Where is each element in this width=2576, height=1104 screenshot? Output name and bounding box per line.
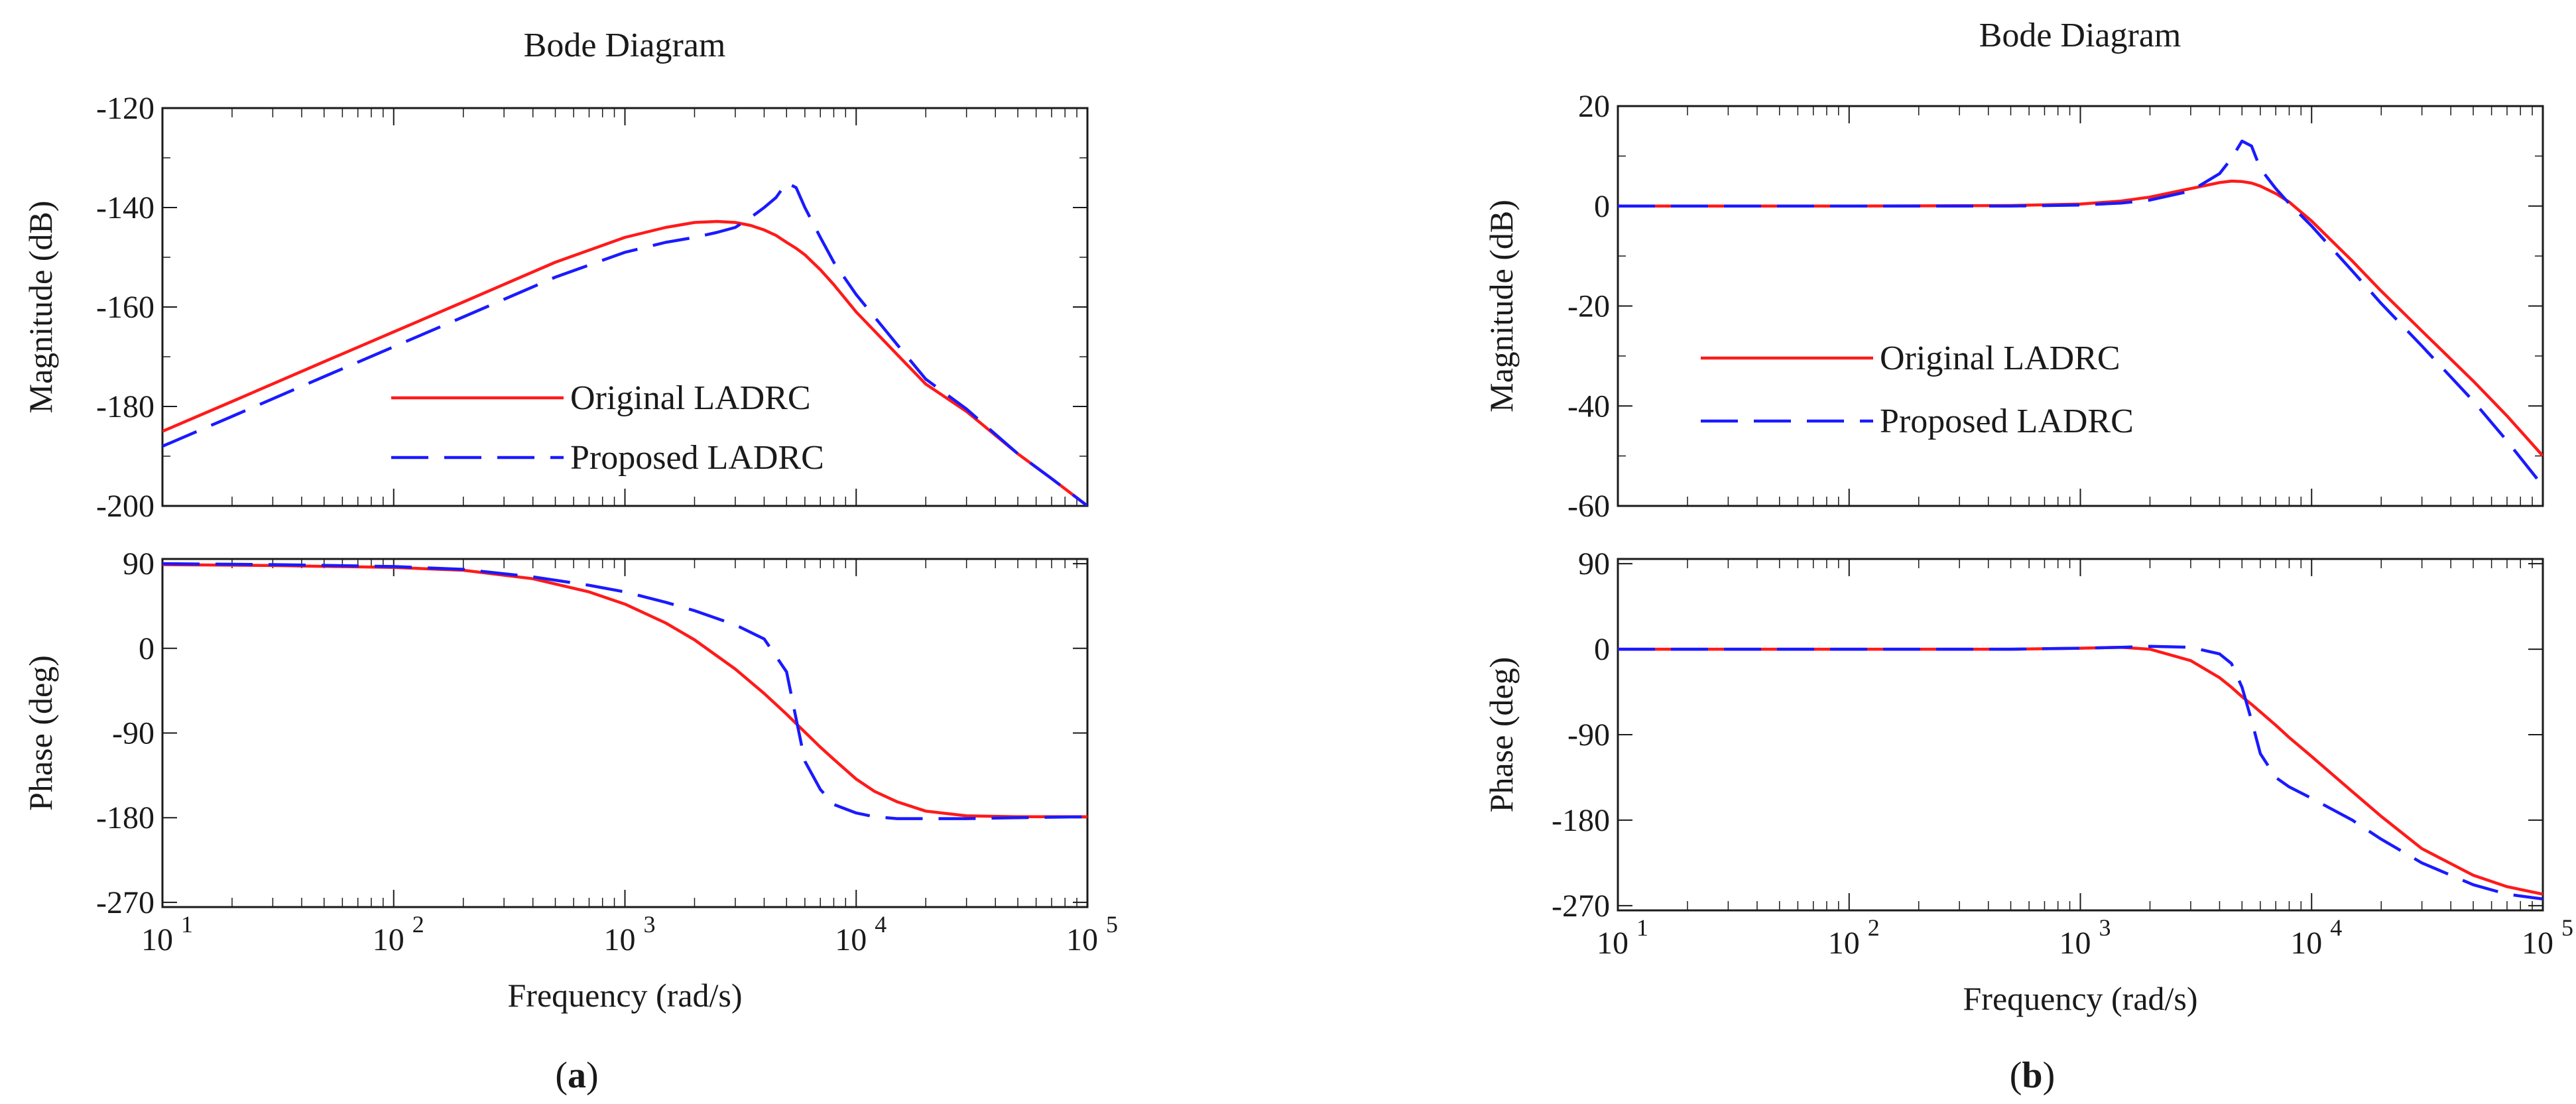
legend: Original LADRC Proposed LADRC xyxy=(1701,339,2134,440)
x-axis-title: Frequency (rad/s) xyxy=(1963,980,2197,1017)
x-tick-label-exponent: 2 xyxy=(1868,914,1880,941)
y-tick-label: 0 xyxy=(139,631,154,666)
x-tick-label-exponent: 5 xyxy=(1106,911,1118,938)
legend-label: Proposed LADRC xyxy=(1880,402,2134,440)
chart-title: Bode Diagram xyxy=(524,27,726,64)
x-tick-label-base: 10 xyxy=(1597,926,1628,961)
phase-axes-frame xyxy=(1617,558,2544,912)
x-tick-label-base: 10 xyxy=(1828,926,1860,961)
y-tick-label: -90 xyxy=(112,716,154,751)
y-tick-label: 20 xyxy=(1578,89,1610,124)
magnitude-subplot: -200 -180 -160 -140 -120 Magnitude (dB) Origin… xyxy=(22,91,1089,524)
chart-panel-a: Bode Diagram -200 -180 -160 -140 -120 Magnitud… xyxy=(22,27,1118,1096)
x-tick-label-exponent: 2 xyxy=(412,911,424,938)
x-tick-label-base: 10 xyxy=(2059,926,2091,961)
y-tick-label: -200 xyxy=(96,489,154,524)
panel-label-close: ) xyxy=(2043,1055,2055,1096)
y-tick-label: -90 xyxy=(1567,717,1610,753)
y-axis-title: Phase (deg) xyxy=(1483,657,1520,813)
x-tick-label-base: 10 xyxy=(373,922,404,957)
phase-subplot: -270 -180 -90 0 90 Phase (deg) xyxy=(22,546,1089,920)
y-tick-label: -140 xyxy=(96,190,154,225)
y-tick-label: -60 xyxy=(1567,489,1610,524)
series-line-original-ladrc xyxy=(1618,179,2543,458)
y-tick-label: -270 xyxy=(96,885,154,920)
x-axis-title: Frequency (rad/s) xyxy=(507,977,742,1014)
y-tick-label: 90 xyxy=(1578,546,1610,582)
series-line-original-ladrc xyxy=(1618,645,2543,896)
panel-label: (b) xyxy=(2010,1055,2055,1096)
x-tick-label-exponent: 4 xyxy=(875,911,887,938)
panel-label-letter: b xyxy=(2022,1055,2042,1096)
x-tick-label-base: 10 xyxy=(835,922,867,957)
x-tick-label-exponent: 4 xyxy=(2330,914,2342,941)
series-line-original-ladrc xyxy=(162,563,1087,819)
panel-label-close: ) xyxy=(586,1055,599,1096)
y-axis-title: Phase (deg) xyxy=(22,655,59,811)
x-tick-label-base: 10 xyxy=(141,922,173,957)
y-axis-title: Magnitude (dB) xyxy=(22,201,59,414)
x-tick-labels: 10 1 10 2 10 3 10 4 10 5 xyxy=(1597,914,2573,961)
series-line-original-ladrc xyxy=(162,219,1087,506)
x-tick-labels: 10 1 10 2 10 3 10 4 10 5 xyxy=(141,911,1118,957)
series-line-proposed-ladrc xyxy=(1618,644,2543,901)
x-tick-label-exponent: 3 xyxy=(644,911,656,938)
series-line-proposed-ladrc xyxy=(162,181,1087,506)
y-tick-label: -180 xyxy=(1552,803,1610,838)
x-tick-label-base: 10 xyxy=(604,922,636,957)
y-tick-label: 0 xyxy=(1594,632,1610,667)
x-tick-label-base: 10 xyxy=(2522,926,2553,961)
y-tick-label: -40 xyxy=(1567,389,1610,424)
magnitude-axes-frame xyxy=(1617,105,2544,507)
y-tick-label: -20 xyxy=(1567,289,1610,324)
x-tick-label-exponent: 1 xyxy=(1636,914,1648,941)
phase-axes-frame xyxy=(161,558,1089,908)
chart-title: Bode Diagram xyxy=(1979,17,2181,54)
y-tick-label: -180 xyxy=(96,389,154,424)
x-tick-label-exponent: 5 xyxy=(2561,914,2573,941)
y-axis-title: Magnitude (dB) xyxy=(1483,200,1520,412)
x-tick-label-exponent: 1 xyxy=(181,911,193,938)
y-tick-label: -160 xyxy=(96,290,154,325)
phase-subplot: -270 -180 -90 0 90 Phase (deg) xyxy=(1483,546,2544,924)
y-tick-label: -270 xyxy=(1552,889,1610,924)
magnitude-subplot: -60 -40 -20 0 20 Magnitude (dB) Original LADRC… xyxy=(1483,89,2544,524)
legend: Original LADRC Proposed LADRC xyxy=(391,379,824,477)
panel-label: (a) xyxy=(555,1055,598,1096)
x-tick-label-exponent: 3 xyxy=(2099,914,2111,941)
x-tick-label-base: 10 xyxy=(2290,926,2322,961)
panel-label-open: ( xyxy=(555,1055,568,1096)
y-tick-label: -180 xyxy=(96,800,154,835)
legend-label: Original LADRC xyxy=(570,379,811,417)
y-tick-label: 0 xyxy=(1594,189,1610,224)
panel-label-letter: a xyxy=(568,1055,586,1096)
panel-label-open: ( xyxy=(2010,1055,2022,1096)
y-tick-label: 90 xyxy=(123,546,154,582)
legend-label: Original LADRC xyxy=(1880,339,2120,377)
y-tick-label: -120 xyxy=(96,91,154,126)
series-line-proposed-ladrc xyxy=(162,562,1087,820)
series-line-proposed-ladrc xyxy=(1618,139,2543,487)
x-tick-label-base: 10 xyxy=(1066,922,1098,957)
legend-label: Proposed LADRC xyxy=(570,439,824,477)
